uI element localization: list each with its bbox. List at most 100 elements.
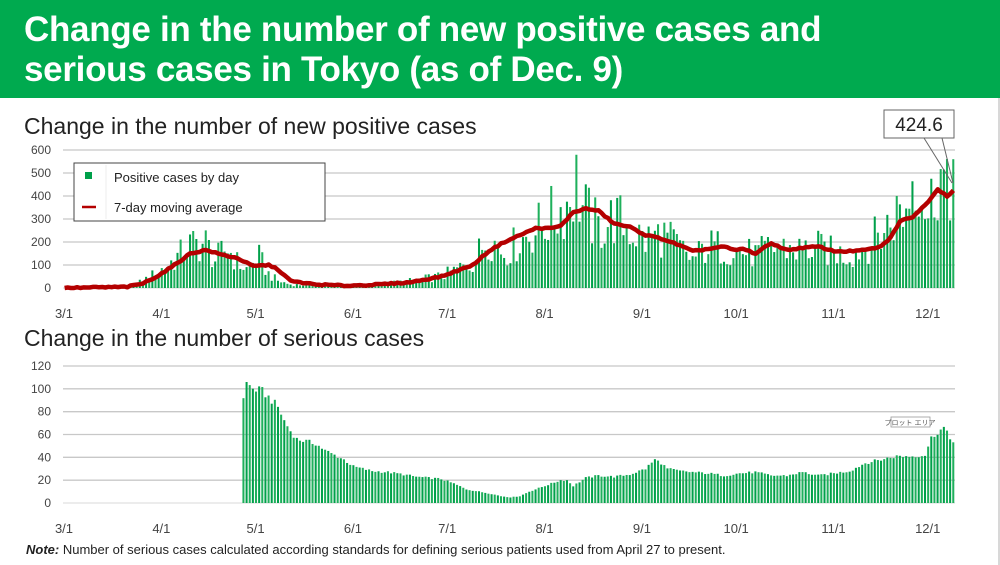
bar (914, 457, 917, 503)
bar (506, 265, 509, 288)
bar (782, 238, 785, 288)
bar (242, 269, 245, 288)
tooltip-text: プロット エリア (885, 419, 936, 427)
bar (537, 202, 540, 288)
bar (581, 205, 584, 288)
bar (773, 252, 776, 288)
bar (949, 220, 952, 288)
bar (528, 491, 531, 503)
bar (939, 169, 942, 288)
y-tick-label: 0 (44, 281, 51, 295)
x-tick-label: 11/1 (821, 521, 845, 536)
y-tick-label: 20 (38, 473, 52, 487)
bar (920, 206, 923, 288)
bar (280, 414, 283, 503)
bar (267, 395, 270, 503)
legend-box (73, 162, 326, 222)
bar (308, 284, 311, 288)
bar (945, 430, 949, 503)
bar (336, 286, 339, 288)
bar (770, 244, 773, 288)
bar (603, 476, 606, 503)
title-line-1: Change in the number of new positive cas… (24, 10, 822, 49)
x-tick-label: 7/1 (438, 521, 456, 536)
bar (493, 240, 496, 288)
bar (286, 426, 289, 503)
bar (660, 464, 663, 503)
bar (845, 264, 848, 288)
bar (609, 475, 612, 503)
bar (264, 274, 267, 288)
bar (848, 471, 851, 503)
bar (880, 460, 883, 503)
x-tick-label: 11/1 (821, 306, 845, 321)
bar (496, 245, 499, 288)
x-tick-label: 7/1 (438, 306, 456, 321)
bar (889, 227, 892, 288)
bar (430, 282, 433, 288)
y-tick-label: 80 (38, 405, 52, 419)
bar (917, 216, 920, 288)
bar (829, 235, 832, 288)
bar (446, 480, 449, 503)
bar (682, 240, 685, 288)
bar (773, 475, 776, 503)
bar (647, 464, 650, 503)
bar (214, 261, 217, 288)
bar (817, 230, 820, 288)
bar (704, 474, 707, 503)
bar (182, 259, 185, 288)
bar (939, 429, 942, 503)
bar (613, 477, 616, 503)
bar (477, 238, 481, 288)
bar (314, 286, 317, 288)
page-title: Change in the number of new positive cas… (24, 10, 822, 90)
bar (682, 470, 685, 503)
bar (477, 491, 481, 503)
x-tick-label: 9/1 (633, 306, 651, 321)
bar (870, 246, 873, 288)
bar (380, 285, 383, 288)
bar (474, 491, 477, 503)
bar (669, 221, 672, 288)
footnote: Note: Number of serious cases calculated… (26, 542, 725, 557)
bar (490, 494, 493, 503)
bar (581, 479, 584, 503)
bar (251, 388, 254, 503)
bar (650, 462, 653, 503)
bar (644, 469, 647, 503)
bar (550, 185, 553, 288)
bar (675, 469, 678, 503)
bar (569, 207, 572, 288)
bar (729, 475, 732, 503)
bar (858, 259, 861, 288)
bar (430, 479, 433, 503)
bar (807, 258, 810, 288)
bar (591, 477, 594, 503)
positive-chart-title: Change in the number of new positive cas… (24, 113, 477, 139)
chart-frame (0, 98, 1000, 565)
bar (201, 243, 204, 288)
bar (782, 475, 785, 503)
bar (864, 463, 867, 503)
bar (276, 406, 280, 503)
bar (600, 247, 603, 288)
y-tick-label: 60 (38, 428, 52, 442)
bar (672, 469, 675, 503)
bar (484, 492, 487, 503)
bar (192, 231, 195, 288)
bar (553, 225, 556, 288)
footnote-text: Number of serious cases calculated accor… (59, 542, 726, 557)
bar (575, 154, 578, 288)
bar (402, 284, 405, 288)
bar (700, 472, 704, 503)
bar (361, 467, 364, 503)
bar (154, 277, 157, 288)
bar (471, 490, 474, 503)
bar (518, 253, 521, 288)
bar (380, 472, 383, 503)
bar (757, 245, 760, 288)
bar (933, 436, 936, 503)
bar (437, 477, 440, 503)
